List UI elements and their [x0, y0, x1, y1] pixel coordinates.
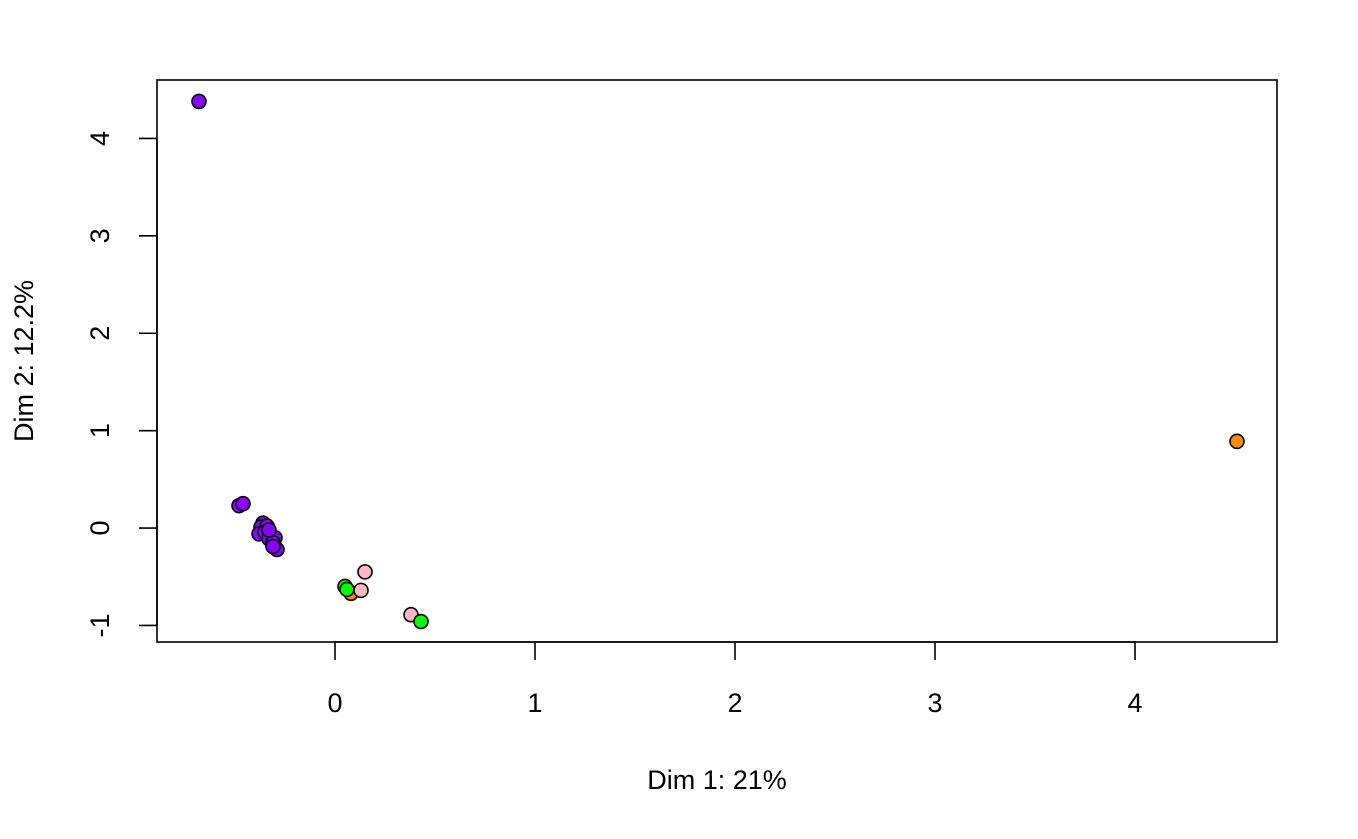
data-point-purple	[265, 538, 281, 555]
y-tick-label: 1	[85, 423, 115, 438]
x-tick-label: 3	[927, 688, 942, 718]
x-tick-label: 0	[327, 688, 342, 718]
y-tick-label: -1	[85, 613, 115, 637]
data-point-pink	[353, 582, 369, 599]
data-point-pink	[357, 564, 373, 580]
data-point-purple	[261, 522, 277, 538]
y-axis: -1 0 1 2 3 4	[85, 131, 158, 637]
data-point-orange	[1229, 433, 1245, 450]
data-point-purple	[191, 93, 207, 110]
data-point-purple	[235, 495, 251, 512]
data-point-green	[413, 613, 429, 630]
y-tick-label: 4	[85, 131, 115, 146]
x-axis: 0 1 2 3 4	[327, 641, 1143, 718]
points-layer	[191, 93, 1245, 630]
x-tick-label: 4	[1127, 688, 1142, 718]
data-point-green	[339, 581, 355, 598]
y-axis-label: Dim 2: 12.2%	[9, 280, 39, 442]
x-tick-label: 2	[727, 688, 742, 718]
y-tick-label: 2	[85, 326, 115, 341]
plot-frame	[156, 79, 1278, 643]
x-tick-label: 1	[527, 688, 542, 718]
y-tick-label: 3	[85, 228, 115, 243]
x-axis-label: Dim 1: 21%	[647, 765, 787, 795]
y-tick-label: 0	[85, 521, 115, 536]
